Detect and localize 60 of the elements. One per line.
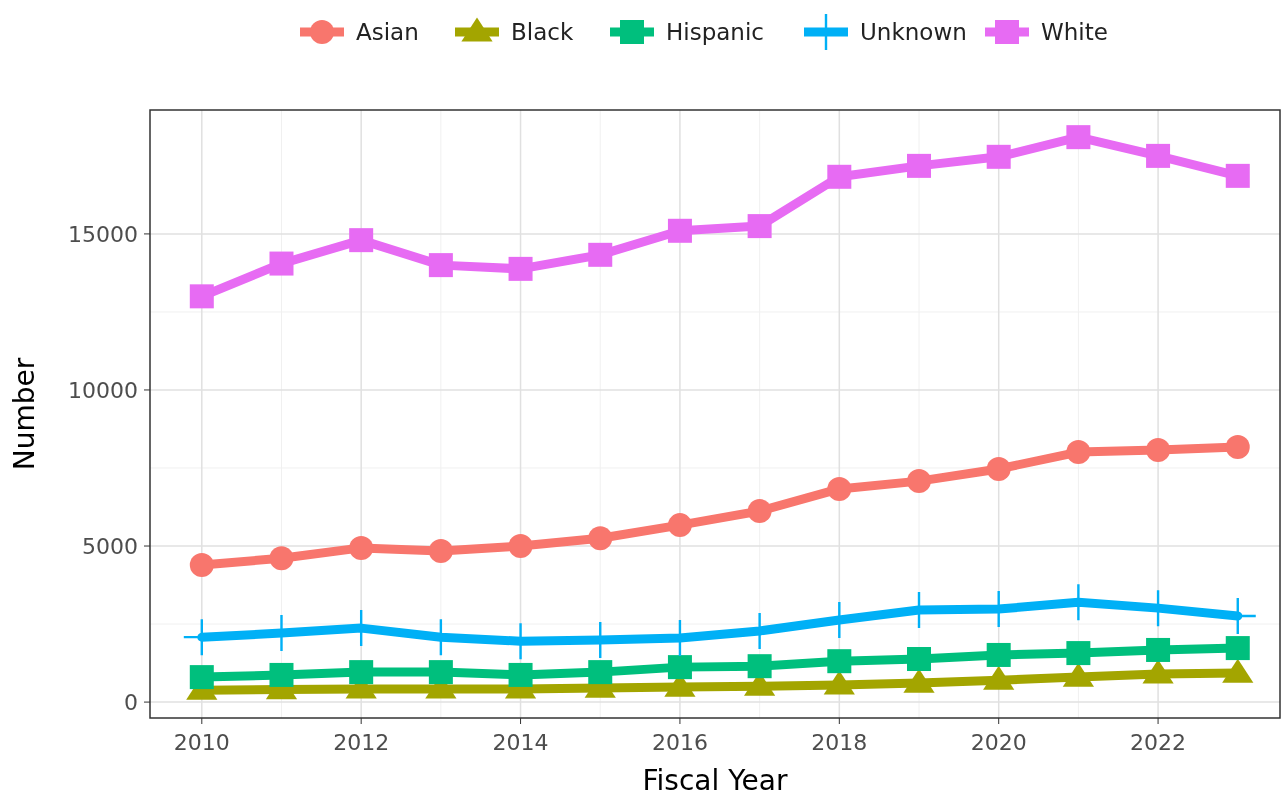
point	[269, 251, 294, 276]
legend-label: Unknown	[860, 19, 967, 45]
point	[1225, 636, 1250, 661]
point	[1146, 637, 1171, 662]
x-tick-label: 2018	[811, 730, 868, 755]
point	[508, 662, 533, 687]
point	[1146, 143, 1171, 168]
point	[508, 256, 533, 281]
point	[428, 253, 453, 278]
point	[1225, 435, 1250, 460]
point	[1225, 163, 1250, 188]
y-tick-label: 0	[124, 690, 138, 716]
point	[1066, 125, 1091, 150]
x-tick-label: 2012	[333, 730, 390, 755]
point	[508, 534, 533, 559]
point	[827, 649, 852, 674]
point	[349, 535, 374, 560]
x-axis-title: Fiscal Year	[642, 764, 788, 797]
point	[667, 218, 692, 243]
point	[907, 469, 932, 494]
point	[986, 144, 1011, 169]
point	[189, 284, 214, 309]
legend-label: Asian	[356, 19, 419, 45]
legend-label: Hispanic	[666, 19, 764, 45]
point	[747, 214, 772, 239]
legend-label: White	[1041, 19, 1108, 45]
point	[588, 526, 613, 551]
point	[1066, 641, 1091, 666]
point	[269, 662, 294, 687]
point	[747, 499, 772, 524]
point	[1066, 440, 1091, 465]
y-tick-label: 10000	[68, 377, 138, 403]
y-tick-label: 15000	[68, 221, 138, 247]
point	[907, 153, 932, 178]
point	[588, 242, 613, 267]
y-tick-label: 5000	[82, 534, 138, 560]
x-tick-label: 2010	[173, 730, 230, 755]
x-tick-label: 2022	[1130, 730, 1187, 755]
point	[747, 654, 772, 679]
point	[907, 647, 932, 672]
x-tick-label: 2016	[651, 730, 708, 755]
point	[827, 476, 852, 501]
y-axis-title: Number	[8, 357, 41, 471]
point	[588, 660, 613, 685]
point	[189, 553, 214, 578]
point	[269, 546, 294, 571]
point	[349, 660, 374, 685]
point	[667, 513, 692, 538]
point	[428, 539, 453, 564]
x-tick-label: 2014	[492, 730, 549, 755]
legend-label: Black	[511, 19, 574, 45]
point	[986, 642, 1011, 667]
point	[349, 228, 374, 253]
point	[667, 655, 692, 680]
point	[986, 456, 1011, 481]
x-tick-label: 2020	[970, 730, 1027, 755]
point	[189, 665, 214, 690]
point	[827, 164, 852, 189]
point	[428, 660, 453, 685]
point	[1146, 437, 1171, 462]
